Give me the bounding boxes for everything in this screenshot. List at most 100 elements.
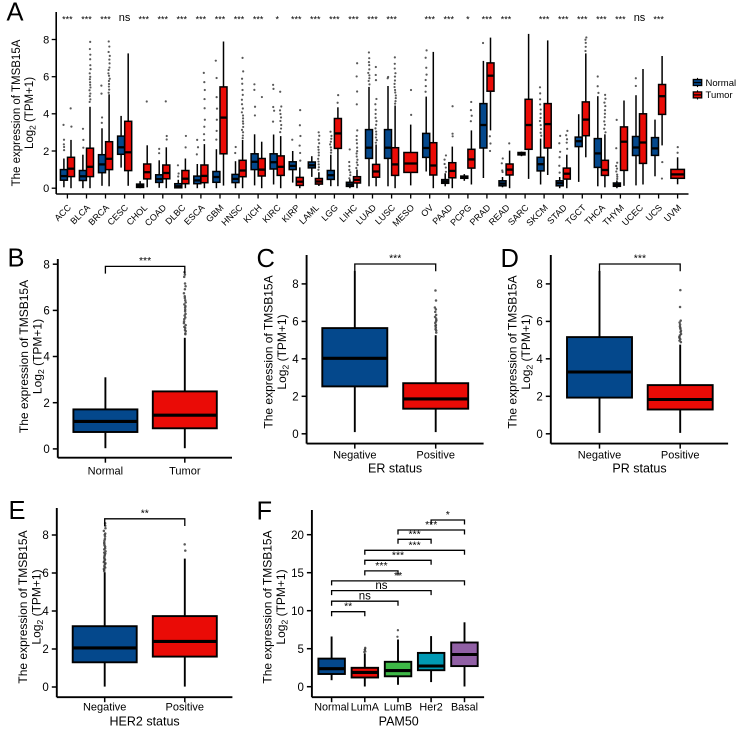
svg-text:Tumor: Tumor bbox=[169, 466, 201, 478]
svg-text:ns: ns bbox=[375, 580, 387, 592]
svg-text:***: *** bbox=[482, 15, 493, 25]
svg-text:Negative: Negative bbox=[333, 450, 376, 462]
svg-text:The expression of TMSB15A: The expression of TMSB15A bbox=[11, 39, 23, 186]
svg-text:The expression of TMSB15A: The expression of TMSB15A bbox=[262, 275, 276, 428]
svg-text:6: 6 bbox=[43, 306, 49, 318]
svg-text:***: *** bbox=[138, 15, 149, 25]
svg-text:6: 6 bbox=[42, 568, 48, 580]
svg-text:4: 4 bbox=[43, 352, 50, 364]
svg-text:Negative: Negative bbox=[578, 450, 621, 462]
svg-text:HER2 status: HER2 status bbox=[110, 715, 180, 729]
svg-text:4: 4 bbox=[43, 109, 49, 121]
svg-text:20: 20 bbox=[291, 530, 304, 542]
svg-text:***: *** bbox=[408, 539, 420, 551]
svg-text:***: *** bbox=[408, 528, 420, 540]
svg-text:5: 5 bbox=[297, 644, 303, 656]
svg-text:***: *** bbox=[196, 15, 207, 25]
svg-text:***: *** bbox=[386, 15, 397, 25]
svg-text:E: E bbox=[9, 497, 26, 525]
svg-text:2: 2 bbox=[536, 392, 542, 404]
svg-text:15: 15 bbox=[291, 568, 304, 580]
svg-text:***: *** bbox=[234, 15, 245, 25]
svg-text:The expression of TMSB15A: The expression of TMSB15A bbox=[17, 280, 31, 433]
svg-text:Log2 (TPM+1): Log2 (TPM+1) bbox=[274, 569, 290, 644]
svg-text:Tumor: Tumor bbox=[706, 90, 733, 101]
svg-text:Normal: Normal bbox=[314, 702, 349, 714]
svg-text:Log2 (TPM+1): Log2 (TPM+1) bbox=[275, 314, 291, 389]
svg-text:PR status: PR status bbox=[612, 462, 666, 476]
svg-text:4: 4 bbox=[42, 606, 49, 618]
svg-text:8: 8 bbox=[43, 34, 49, 46]
svg-text:***: *** bbox=[62, 15, 73, 25]
svg-text:ns: ns bbox=[119, 12, 131, 24]
svg-text:***: *** bbox=[329, 15, 340, 25]
svg-text:8: 8 bbox=[42, 530, 48, 542]
svg-text:0: 0 bbox=[42, 682, 48, 694]
svg-text:**: ** bbox=[141, 507, 149, 519]
svg-text:***: *** bbox=[215, 15, 226, 25]
svg-text:***: *** bbox=[653, 15, 664, 25]
svg-text:The expression of TMSB15A: The expression of TMSB15A bbox=[506, 275, 520, 428]
svg-text:6: 6 bbox=[536, 317, 542, 329]
svg-text:Log2 (TPM+1): Log2 (TPM+1) bbox=[519, 314, 535, 389]
svg-text:F: F bbox=[257, 498, 273, 526]
svg-text:0: 0 bbox=[292, 429, 298, 441]
svg-text:Positive: Positive bbox=[166, 702, 205, 714]
svg-text:***: *** bbox=[139, 255, 151, 267]
svg-text:The expression of TMSB15A: The expression of TMSB15A bbox=[261, 530, 275, 683]
svg-text:Log2 (TPM+1): Log2 (TPM+1) bbox=[24, 77, 38, 149]
svg-text:Log2 (TPM+1): Log2 (TPM+1) bbox=[30, 569, 46, 644]
svg-text:8: 8 bbox=[536, 279, 542, 291]
svg-text:6: 6 bbox=[292, 317, 298, 329]
svg-text:Positive: Positive bbox=[661, 450, 700, 462]
svg-text:***: *** bbox=[310, 15, 321, 25]
svg-text:0: 0 bbox=[43, 444, 49, 456]
svg-text:***: *** bbox=[424, 15, 435, 25]
svg-text:***: *** bbox=[425, 519, 437, 531]
svg-text:*: * bbox=[275, 15, 279, 25]
svg-text:D: D bbox=[501, 245, 519, 273]
svg-text:***: *** bbox=[158, 15, 169, 25]
svg-text:***: *** bbox=[81, 15, 92, 25]
svg-text:***: *** bbox=[100, 15, 111, 25]
svg-text:ER status: ER status bbox=[368, 462, 422, 476]
svg-text:**: ** bbox=[344, 601, 352, 613]
svg-text:4: 4 bbox=[536, 354, 543, 366]
svg-text:***: *** bbox=[392, 549, 404, 561]
svg-text:*: * bbox=[466, 15, 470, 25]
svg-text:2: 2 bbox=[292, 392, 298, 404]
svg-text:ns: ns bbox=[359, 591, 371, 603]
svg-text:***: *** bbox=[577, 15, 588, 25]
svg-text:***: *** bbox=[539, 15, 550, 25]
svg-text:***: *** bbox=[634, 253, 646, 265]
svg-text:***: *** bbox=[501, 15, 512, 25]
svg-text:10: 10 bbox=[291, 606, 304, 618]
svg-text:***: *** bbox=[177, 15, 188, 25]
svg-text:*: * bbox=[446, 509, 450, 521]
svg-text:6: 6 bbox=[43, 72, 49, 84]
svg-text:0: 0 bbox=[43, 183, 49, 195]
svg-text:2: 2 bbox=[42, 644, 48, 656]
svg-text:Normal: Normal bbox=[706, 78, 737, 89]
svg-text:***: *** bbox=[291, 15, 302, 25]
svg-text:***: *** bbox=[596, 15, 607, 25]
svg-text:***: *** bbox=[253, 15, 264, 25]
svg-text:8: 8 bbox=[43, 259, 49, 271]
svg-text:0: 0 bbox=[297, 682, 303, 694]
svg-text:B: B bbox=[8, 244, 25, 272]
svg-text:Log2 (TPM+1): Log2 (TPM+1) bbox=[31, 319, 47, 394]
svg-text:Positive: Positive bbox=[416, 450, 455, 462]
svg-text:***: *** bbox=[558, 15, 569, 25]
svg-text:Her2: Her2 bbox=[419, 702, 442, 714]
svg-text:***: *** bbox=[615, 15, 626, 25]
svg-text:LumA: LumA bbox=[351, 702, 380, 714]
svg-text:***: *** bbox=[367, 15, 378, 25]
svg-text:Normal: Normal bbox=[88, 466, 123, 478]
svg-text:PAM50: PAM50 bbox=[379, 715, 419, 729]
svg-text:ns: ns bbox=[634, 12, 646, 24]
svg-text:LumB: LumB bbox=[384, 702, 412, 714]
svg-text:0: 0 bbox=[536, 429, 542, 441]
svg-text:4: 4 bbox=[292, 354, 299, 366]
svg-text:***: *** bbox=[375, 560, 387, 572]
svg-text:2: 2 bbox=[43, 146, 49, 158]
